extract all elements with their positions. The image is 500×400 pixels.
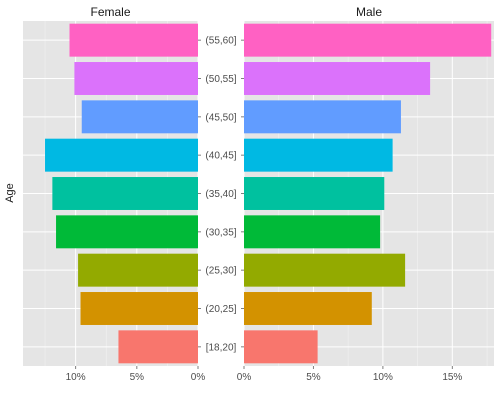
male-bar-(55,60] [244, 23, 492, 57]
male-bar-(35,40] [244, 177, 385, 210]
y-axis-title: Age [4, 183, 16, 203]
female-bar-(55,60] [69, 23, 198, 57]
age-category-label: [18,20] [206, 342, 237, 353]
female-bar-(20,25] [80, 292, 198, 325]
age-category-label: (30,35] [205, 227, 236, 238]
female-panel: Female 10% 5% 0% [23, 5, 205, 383]
male-x-tick-label: 0% [237, 372, 252, 383]
age-category-label: (40,45] [205, 151, 236, 162]
female-bars [45, 23, 199, 364]
female-bar-(30,35] [56, 215, 198, 249]
male-bar-[18,20] [244, 330, 318, 364]
age-category-label: (35,40] [205, 189, 236, 200]
age-category-label: (50,55] [205, 74, 236, 85]
male-bar-(25,30] [244, 253, 406, 287]
female-x-axis: 10% 5% 0% [66, 366, 206, 383]
female-x-tick-label: 5% [130, 372, 145, 383]
male-panel: Male 0% 5% 10% 15% [237, 5, 494, 383]
male-bar-(45,50] [244, 100, 401, 134]
male-strip-title: Male [356, 5, 382, 19]
male-x-tick-label: 5% [306, 372, 321, 383]
female-bar-(40,45] [45, 138, 199, 172]
female-x-tick-label: 0% [191, 372, 206, 383]
age-category-label: (25,30] [205, 266, 236, 277]
age-category-label: (45,50] [205, 112, 236, 123]
female-bar-[18,20] [118, 330, 198, 364]
male-x-tick-label: 15% [442, 372, 462, 383]
male-x-axis: 0% 5% 10% 15% [237, 366, 462, 383]
age-category-label: (55,60] [205, 36, 236, 47]
age-category-labels: [18,20] (20,25] (25,30] (30,35] (35,40] (40,4… [198, 36, 244, 353]
female-bar-(25,30] [78, 253, 198, 287]
male-bar-(50,55] [244, 62, 431, 95]
female-bar-(50,55] [74, 62, 198, 95]
female-strip-title: Female [90, 5, 130, 19]
male-bars [244, 23, 492, 364]
male-x-tick-label: 10% [373, 372, 393, 383]
male-bar-(40,45] [244, 138, 393, 172]
female-x-tick-label: 10% [66, 372, 86, 383]
male-bar-(30,35] [244, 215, 381, 249]
female-bar-(35,40] [52, 177, 198, 210]
male-bar-(20,25] [244, 292, 372, 325]
female-bar-(45,50] [81, 100, 198, 134]
age-category-label: (20,25] [205, 304, 236, 315]
